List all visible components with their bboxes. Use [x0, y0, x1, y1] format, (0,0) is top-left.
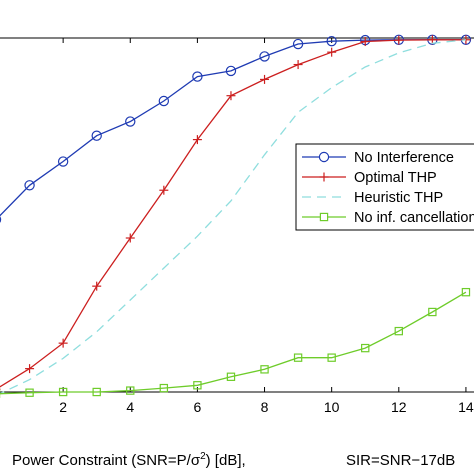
point-1-12: [394, 35, 404, 45]
x-tick-label-0: 2: [59, 399, 67, 415]
point-0-4: [125, 116, 136, 127]
point-1-4: [125, 233, 135, 243]
legend-marker-3: [319, 212, 329, 222]
point-0-8: [259, 51, 270, 62]
legend-label-0: No Interference: [354, 150, 454, 166]
point-0-9: [292, 38, 304, 50]
point-3-12: [394, 326, 403, 336]
point-0-2: [57, 156, 69, 167]
x-axis-label-tail: ) [dB],: [206, 452, 246, 469]
series-1: [0, 35, 471, 390]
legend-label-3: No inf. cancellation: [354, 210, 474, 226]
legend-label-2: Heuristic THP: [354, 190, 443, 206]
series-line-3: [0, 291, 467, 395]
x-axis-label: Power Constraint (SNR=P/σ2) [dB],: [12, 451, 246, 469]
point-1-11: [360, 37, 370, 47]
point-1-7: [226, 91, 236, 101]
point-3-6: [193, 381, 202, 390]
point-1-10: [327, 47, 337, 57]
point-3-9: [293, 353, 303, 362]
x-axis-label-superscript: 2: [200, 451, 206, 462]
point-1-1: [25, 364, 35, 374]
point-1-2: [58, 338, 68, 348]
point-0-3: [91, 130, 102, 141]
point-0-6: [192, 71, 203, 82]
point-3-10: [327, 353, 336, 362]
point-3-4: [126, 386, 135, 395]
point-1-9: [293, 60, 303, 70]
x-axis-label-extra: SIR=SNR−17dB: [346, 452, 455, 469]
legend-label-1: Optimal THP: [354, 170, 437, 186]
point-3-8: [260, 365, 269, 374]
point-3-2: [58, 387, 68, 397]
point-1-3: [92, 281, 102, 291]
legend-marker-1: [319, 172, 329, 182]
point-0-1: [24, 180, 35, 191]
series-3: [0, 287, 471, 398]
point-0-5: [158, 95, 170, 107]
x-tick-label-6: 14: [458, 399, 474, 415]
point-1-6: [192, 135, 202, 145]
point-3-1: [25, 388, 34, 397]
point-3-7: [226, 372, 236, 381]
series-line-0: [0, 39, 466, 217]
legend: No Interference Optimal THP Heuristic THP N…: [295, 143, 474, 231]
point-3-13: [428, 307, 437, 317]
x-tick-label-5: 12: [391, 399, 407, 415]
x-tick-label-2: 6: [194, 399, 202, 415]
x-tick-label-1: 4: [126, 399, 134, 415]
point-3-14: [461, 287, 471, 297]
legend-entry-3: No inf. cancellation: [302, 210, 474, 226]
point-1-5: [159, 185, 169, 195]
point-3-5: [159, 383, 169, 393]
point-3-3: [92, 387, 101, 397]
legend-entry-2: Heuristic THP: [302, 190, 443, 206]
point-0-0: [0, 216, 2, 223]
legend-entry-1: Optimal THP: [302, 170, 437, 186]
series-2: [0, 39, 466, 395]
axis-labels: Power Constraint (SNR=P/σ2) [dB], SIR=SN…: [12, 451, 455, 469]
series-line-2: [0, 39, 466, 395]
point-0-7: [225, 65, 237, 77]
legend-entry-0: No Interference: [302, 150, 454, 166]
legend-marker-0: [318, 151, 330, 163]
x-tick-label-3: 8: [261, 399, 269, 415]
x-tick-label-4: 10: [324, 399, 340, 415]
point-3-11: [361, 343, 370, 353]
point-0-10: [326, 35, 337, 47]
plot-area: [0, 34, 472, 398]
point-1-8: [260, 74, 270, 84]
x-axis-label-main: Power Constraint (SNR=P/σ: [12, 452, 201, 469]
